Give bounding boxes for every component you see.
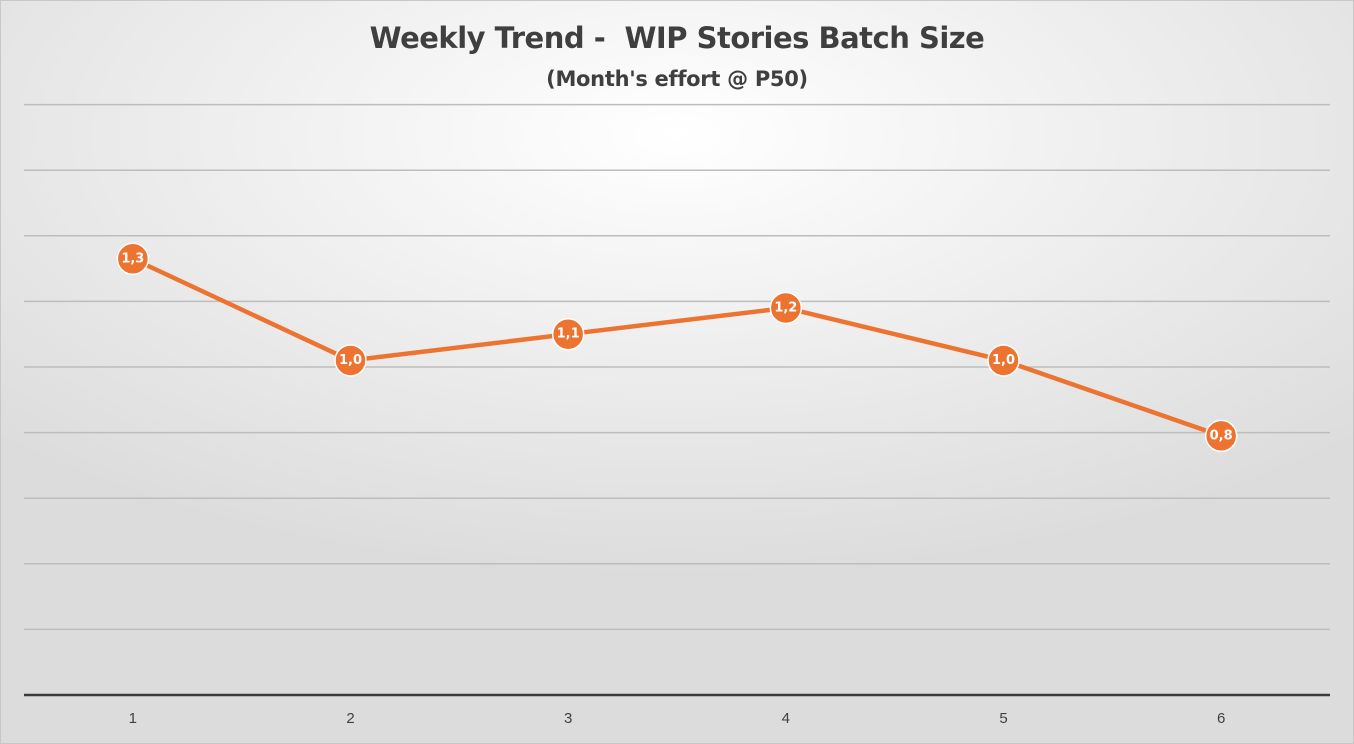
x-tick-label: 5 [999, 710, 1007, 727]
data-label: 0,8 [1210, 428, 1233, 443]
data-label: 1,1 [557, 327, 580, 342]
data-label: 1,0 [339, 353, 362, 368]
x-tick-label: 6 [1217, 710, 1225, 727]
data-label: 1,3 [121, 251, 144, 266]
data-point [769, 291, 803, 325]
x-tick-label: 2 [346, 710, 354, 727]
x-tick-label: 4 [782, 710, 790, 727]
chart-title: Weekly Trend - WIP Stories Batch Size [369, 21, 985, 55]
data-point [551, 317, 585, 351]
data-point [987, 344, 1020, 377]
x-tick-label: 1 [129, 710, 137, 727]
data-point [116, 242, 150, 276]
chart-subtitle: (Month's effort @ P50) [546, 67, 808, 91]
data-label: 1,2 [774, 300, 797, 315]
x-tick-label: 3 [564, 710, 572, 727]
data-label: 1,0 [992, 353, 1015, 368]
series-line [130, 256, 1224, 439]
data-point [334, 344, 367, 377]
data-point [1204, 419, 1238, 453]
